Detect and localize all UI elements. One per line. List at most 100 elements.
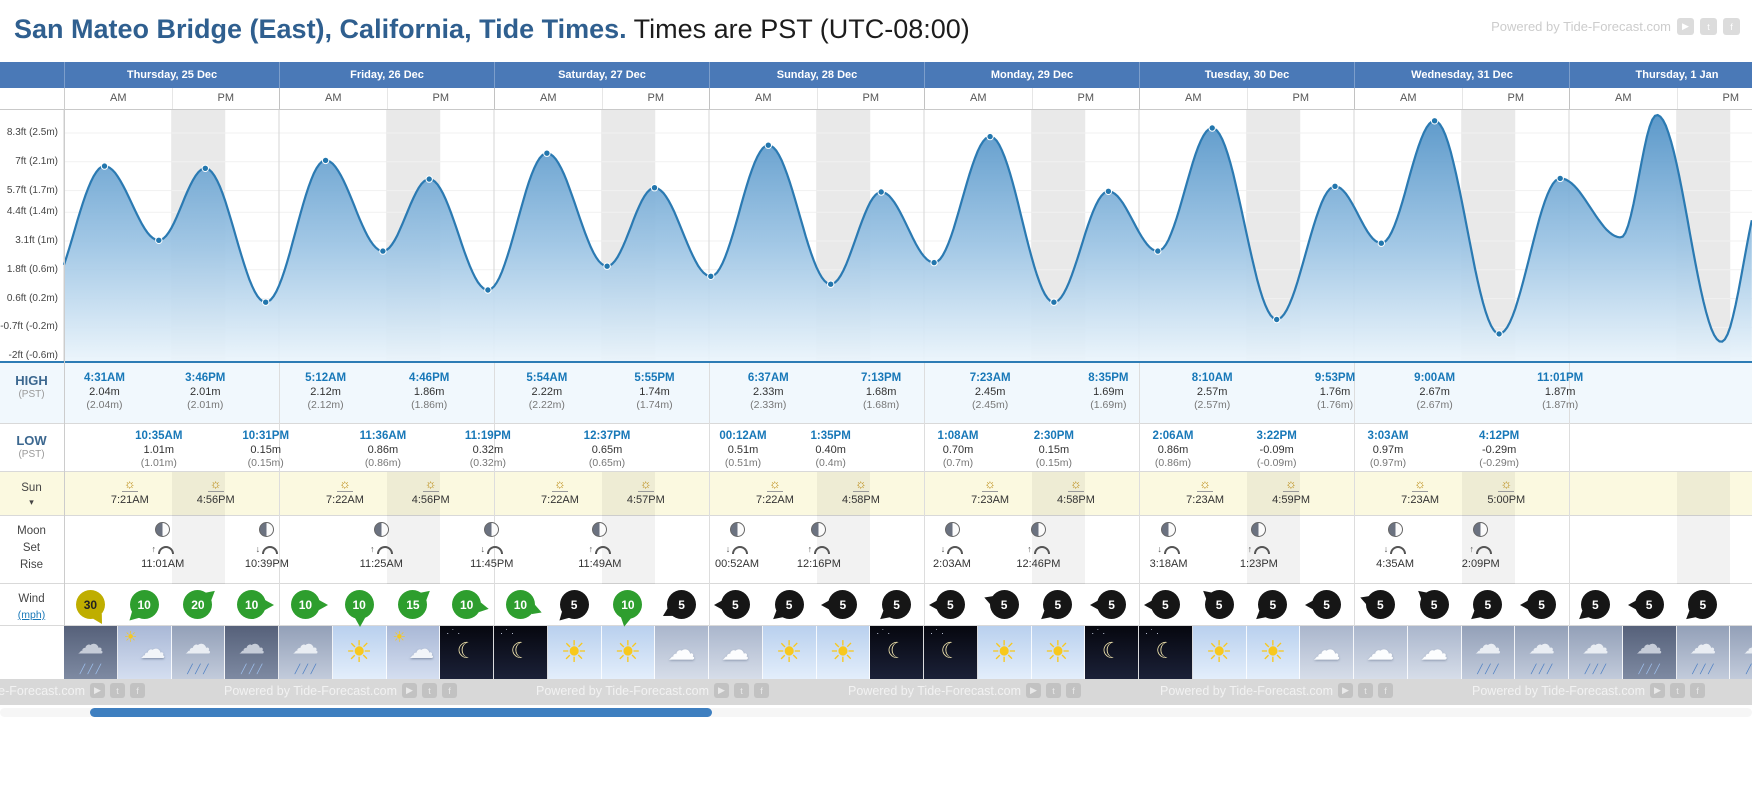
page-title-location: San Mateo Bridge (East), California, Tid… bbox=[14, 14, 627, 44]
day-divider-line bbox=[494, 363, 495, 679]
twitter-icon[interactable]: t bbox=[1670, 683, 1685, 698]
ampm-pm-6: PM bbox=[1246, 88, 1355, 109]
sunrise-entry: ☼ 7:23AM bbox=[1175, 477, 1235, 507]
high-tide-height: 1.68m bbox=[865, 386, 897, 398]
horizontal-scrollbar-thumb[interactable] bbox=[90, 708, 712, 717]
horizon-arc-icon bbox=[1163, 546, 1180, 554]
powered-by-link[interactable]: Powered by Tide-Forecast.com bbox=[1160, 683, 1333, 698]
moonrise-icon: ↑ bbox=[568, 543, 632, 554]
sunrise-icon: ☼ bbox=[1414, 476, 1427, 491]
low-tide-time: 11:19PM bbox=[464, 430, 511, 442]
horizontal-scrollbar-track[interactable] bbox=[0, 708, 1752, 717]
low-tide-height: 0.51m bbox=[727, 444, 759, 456]
low-tide-height-alt: (0.4m) bbox=[815, 457, 846, 469]
low-tide-time: 2:30PM bbox=[1033, 430, 1075, 442]
wind-units-link[interactable]: (mph) bbox=[17, 609, 46, 621]
day-divider-line bbox=[1569, 363, 1570, 679]
moon-phase-icon bbox=[259, 522, 275, 537]
moonrise-icon: ↑ bbox=[1449, 543, 1513, 554]
wind-indicator: 5 bbox=[928, 588, 968, 622]
weather-night-icon bbox=[1139, 626, 1193, 679]
wind-indicator: 5 bbox=[1414, 587, 1452, 622]
twitter-icon[interactable]: t bbox=[1700, 18, 1717, 35]
set-label: Set bbox=[22, 542, 41, 554]
wind-indicator: 10 bbox=[504, 588, 544, 622]
powered-by-link[interactable]: Powered by Tide-Forecast.com bbox=[848, 683, 1021, 698]
facebook-icon[interactable]: f bbox=[442, 683, 457, 698]
moonset-entry: ↓ 00:52AM bbox=[705, 522, 769, 571]
twitter-icon[interactable]: t bbox=[1358, 683, 1373, 698]
twitter-icon[interactable]: t bbox=[734, 683, 749, 698]
low-tide-entry: 2:30PM 0.15m (0.15m) bbox=[1017, 429, 1091, 470]
facebook-icon[interactable]: f bbox=[1723, 18, 1740, 35]
facebook-icon[interactable]: f bbox=[1378, 683, 1393, 698]
horizon-arc-icon bbox=[732, 546, 749, 554]
youtube-icon[interactable]: ▶ bbox=[402, 683, 417, 698]
day-header-7: Wednesday, 31 Dec bbox=[1354, 62, 1569, 88]
twitter-icon[interactable]: t bbox=[422, 683, 437, 698]
twitter-icon[interactable]: t bbox=[1046, 683, 1061, 698]
tide-area bbox=[64, 115, 1752, 361]
youtube-icon[interactable]: ▶ bbox=[1338, 683, 1353, 698]
low-tide-marker bbox=[1377, 239, 1386, 247]
high-tide-time: 11:01PM bbox=[1537, 372, 1584, 384]
wind-speed-badge: 10 bbox=[452, 590, 482, 619]
high-tide-time: 9:00AM bbox=[1414, 372, 1456, 384]
ampm-pm-1: PM bbox=[171, 88, 280, 109]
moonrise-icon: ↑ bbox=[131, 543, 195, 554]
moonset-icon: ↓ bbox=[1137, 543, 1201, 554]
moonset-icon: ↓ bbox=[705, 543, 769, 554]
youtube-icon[interactable]: ▶ bbox=[1650, 683, 1665, 698]
low-tide-height-alt: (0.15m) bbox=[1035, 457, 1072, 469]
high-tide-entry: 5:54AM 2.22m (2.22m) bbox=[510, 371, 584, 412]
powered-by-link[interactable]: Powered by Tide-Forecast.com bbox=[536, 683, 709, 698]
wind-indicator: 5 bbox=[877, 588, 914, 623]
youtube-icon[interactable]: ▶ bbox=[1677, 18, 1694, 35]
moon-phase-icon bbox=[1473, 522, 1489, 537]
sun-row-label: Sun ▾ bbox=[0, 480, 63, 507]
powered-by-link[interactable]: Powered by Tide-Forecast.com bbox=[1491, 19, 1671, 34]
arrow-down-icon: ↓ bbox=[940, 544, 946, 554]
powered-by-link[interactable]: Powered by Tide-Forecast.com bbox=[224, 683, 397, 698]
moonset-entry: ↓ 3:18AM bbox=[1137, 522, 1201, 571]
facebook-icon[interactable]: f bbox=[1690, 683, 1705, 698]
low-tide-time: 3:03AM bbox=[1367, 430, 1409, 442]
low-tide-height-alt: (0.65m) bbox=[588, 457, 626, 469]
facebook-icon[interactable]: f bbox=[130, 683, 145, 698]
weather-sun-icon bbox=[1192, 626, 1247, 679]
low-tide-marker bbox=[484, 286, 492, 294]
weather-rain-dark-icon bbox=[225, 626, 279, 679]
twitter-icon[interactable]: t bbox=[110, 683, 125, 698]
sunset-entry: ☼ 4:56PM bbox=[186, 477, 246, 507]
low-tide-time: 10:35AM bbox=[135, 430, 183, 442]
powered-by-link[interactable]: Powered by Tide-Forecast.com bbox=[0, 683, 85, 698]
youtube-icon[interactable]: ▶ bbox=[1026, 683, 1041, 698]
sunrise-time: 7:23AM bbox=[1186, 494, 1225, 506]
weather-sun-icon bbox=[547, 626, 602, 679]
low-tide-height: 0.32m bbox=[472, 444, 504, 456]
weather-strip bbox=[64, 626, 1752, 679]
horizon-line bbox=[121, 491, 138, 492]
facebook-icon[interactable]: f bbox=[1066, 683, 1081, 698]
powered-by-link[interactable]: Powered by Tide-Forecast.com bbox=[1472, 683, 1645, 698]
moonset-time: 10:39PM bbox=[244, 558, 289, 570]
wind-indicator: 15 bbox=[396, 587, 434, 622]
wind-indicator: 5 bbox=[1143, 588, 1183, 622]
low-tide-entry: 11:19PM 0.32m (0.32m) bbox=[451, 429, 525, 470]
ampm-pm-7: PM bbox=[1461, 88, 1570, 109]
low-tide-entry: 3:22PM -0.09m (-0.09m) bbox=[1240, 429, 1314, 470]
wind-indicator: 10 bbox=[343, 588, 377, 627]
horizon-line bbox=[336, 491, 353, 492]
youtube-icon[interactable]: ▶ bbox=[714, 683, 729, 698]
facebook-icon[interactable]: f bbox=[754, 683, 769, 698]
wind-indicator: 5 bbox=[660, 588, 699, 622]
moon-phase-icon bbox=[484, 522, 500, 537]
low-tide-time: 2:06AM bbox=[1152, 430, 1194, 442]
chevron-down-icon[interactable]: ▾ bbox=[29, 497, 34, 507]
youtube-icon[interactable]: ▶ bbox=[90, 683, 105, 698]
wind-speed-badge: 5 bbox=[720, 590, 750, 619]
moonset-time: 00:52AM bbox=[714, 558, 760, 570]
